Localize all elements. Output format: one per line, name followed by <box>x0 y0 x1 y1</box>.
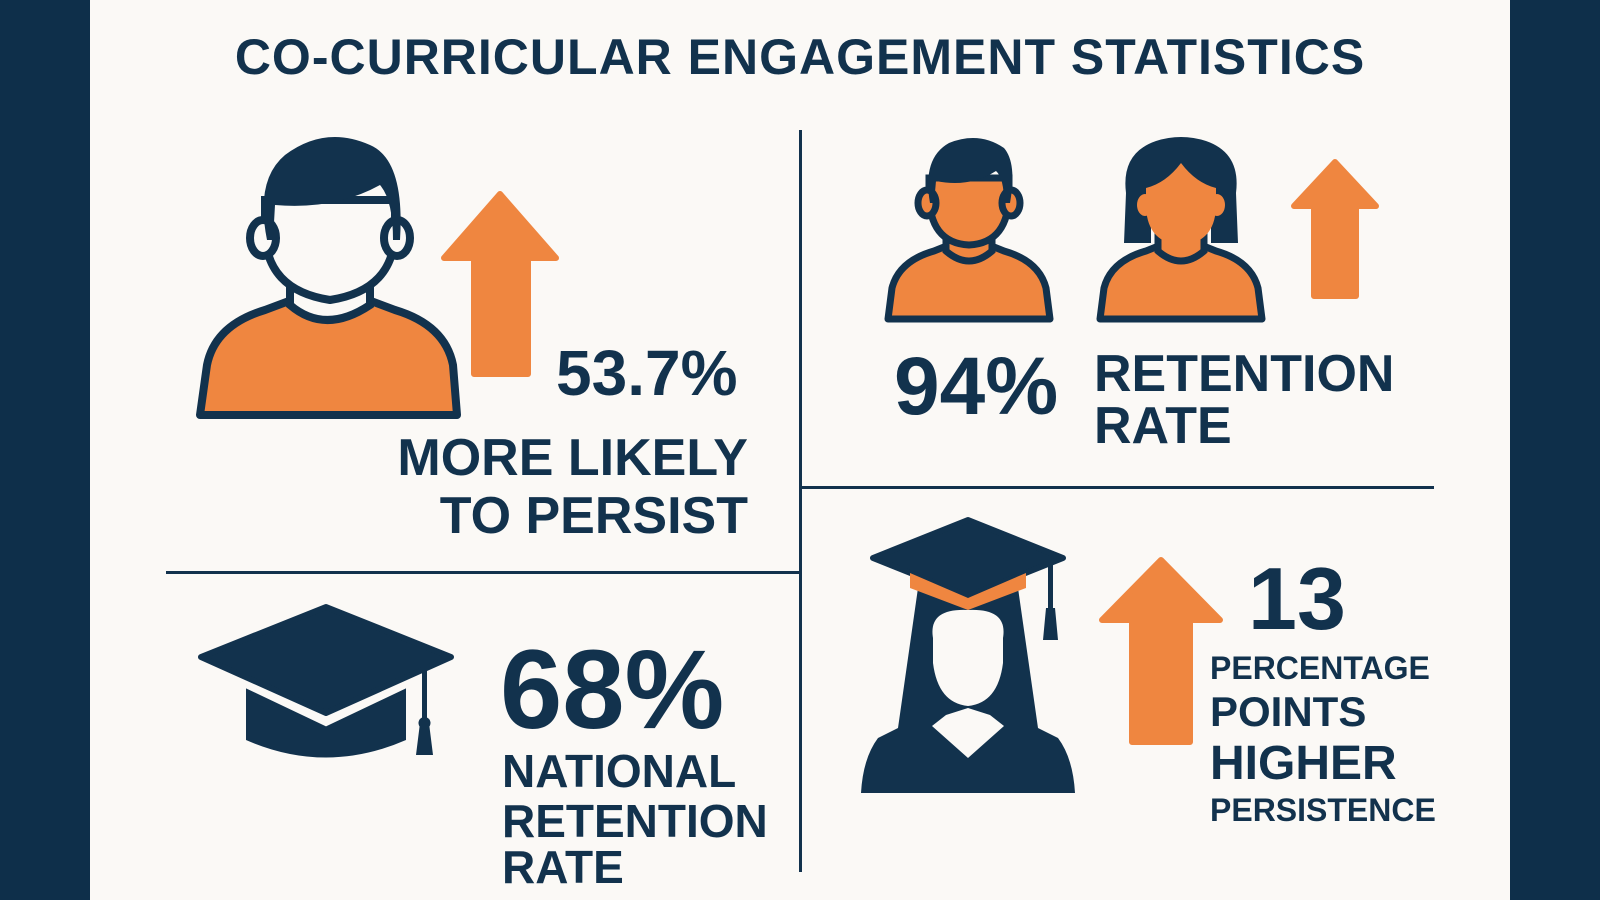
male-student-icon <box>884 138 1054 323</box>
up-arrow-icon <box>441 191 559 377</box>
stat-label-line: PERSISTENCE <box>1210 792 1436 828</box>
stat-label-line: RETENTION <box>502 795 768 847</box>
stat-label-line: HIGHER <box>1210 737 1397 790</box>
up-arrow-icon <box>1291 159 1379 299</box>
stat-label-line: RATE <box>502 841 624 893</box>
left-horizontal-divider <box>166 571 800 574</box>
stat-value: 53.7% <box>556 337 738 409</box>
stat-label-line: MORE LIKELY <box>397 429 748 487</box>
stat-label-line: NATIONAL <box>502 745 737 797</box>
student-icon <box>196 137 461 419</box>
stat-value: 94% <box>894 341 1059 432</box>
stat-label-line: RETENTION <box>1094 345 1395 403</box>
stat-label-line: PERCENTAGE <box>1210 650 1430 686</box>
stat-label-line: POINTS <box>1210 688 1367 735</box>
female-student-icon <box>1096 137 1266 323</box>
page-title: CO-CURRICULAR ENGAGEMENT STATISTICS <box>234 29 1366 85</box>
stat-value: 13 <box>1248 549 1346 648</box>
right-horizontal-divider <box>802 486 1434 489</box>
up-arrow-icon <box>1099 557 1223 745</box>
stat-label-line: TO PERSIST <box>439 487 748 545</box>
stat-label-line: RATE <box>1094 397 1232 455</box>
graduate-icon <box>861 517 1075 793</box>
graduation-cap-icon <box>198 604 454 758</box>
vertical-divider <box>799 130 802 872</box>
stat-value: 68% <box>500 627 725 752</box>
